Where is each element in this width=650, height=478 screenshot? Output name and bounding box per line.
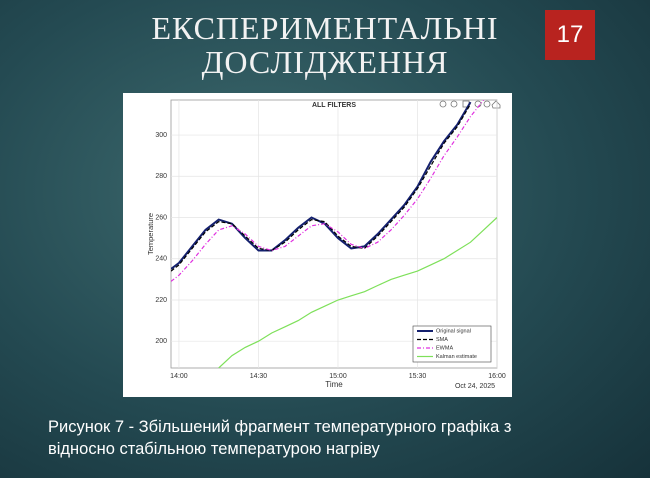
y-tick-label: 300 — [155, 132, 167, 139]
slide-title: ЕКСПЕРИМЕНТАЛЬНІ — [151, 10, 499, 46]
x-tick-label: 15:30 — [409, 373, 427, 380]
x-annotation: Oct 24, 2025 — [455, 383, 495, 390]
y-tick-label: 260 — [155, 214, 167, 221]
series-line — [218, 217, 497, 368]
chart: ALL FILTERS Time Oct 24, 2025 Temperatur… — [123, 93, 512, 397]
legend-label: EWMA — [436, 345, 453, 351]
legend-label: SMA — [436, 337, 448, 343]
chart-title: ALL FILTERS — [312, 102, 356, 109]
plot-lines — [171, 100, 497, 368]
page-number: 17 — [545, 10, 595, 60]
series-line — [171, 103, 472, 272]
caption: Рисунок 7 - Збільшений фрагмент температ… — [48, 418, 512, 436]
y-tick-label: 280 — [155, 173, 167, 180]
legend-label: Kalman estimate — [436, 354, 477, 360]
y-tick-label: 240 — [155, 256, 167, 263]
y-axis-label: Temperature — [146, 213, 155, 255]
x-tick-label: 16:00 — [488, 373, 506, 380]
slide-title: ДОСЛІДЖЕННЯ — [201, 44, 449, 80]
x-tick-label: 15:00 — [329, 373, 347, 380]
x-tick-label: 14:30 — [250, 373, 268, 380]
caption: відносно стабільною температурою нагріву — [48, 440, 380, 458]
y-tick-label: 220 — [155, 297, 167, 304]
series-line — [171, 100, 485, 282]
y-tick-label: 200 — [155, 338, 167, 345]
legend-label: Original signal — [436, 328, 471, 334]
x-tick-label: 14:00 — [170, 373, 188, 380]
x-axis-label: Time — [325, 380, 343, 389]
